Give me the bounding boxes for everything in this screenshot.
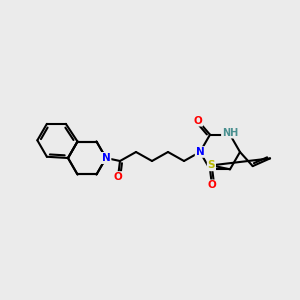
Text: N: N (102, 153, 110, 163)
Text: S: S (208, 160, 215, 170)
Text: O: O (194, 116, 202, 126)
Text: N: N (196, 147, 204, 157)
Text: NH: NH (222, 128, 238, 138)
Text: O: O (208, 180, 216, 190)
Text: N: N (102, 153, 110, 163)
Text: O: O (114, 172, 122, 182)
